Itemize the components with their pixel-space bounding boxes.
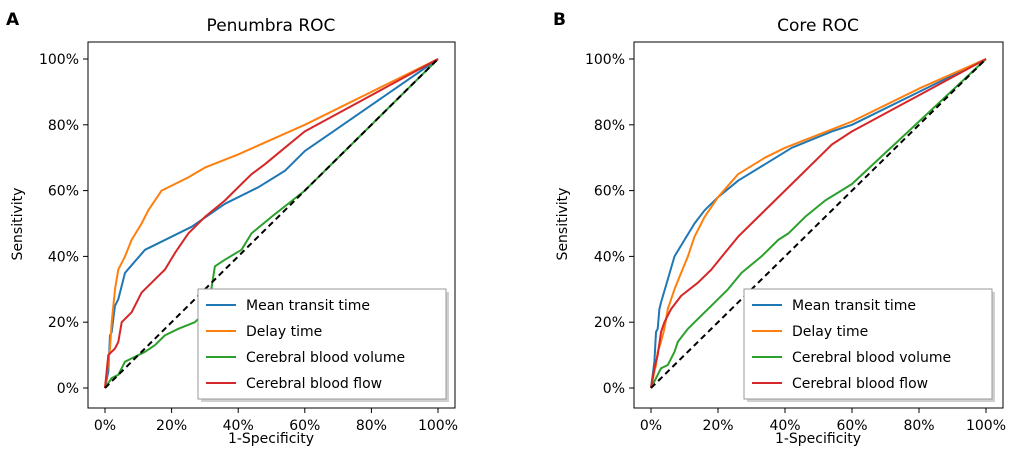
legend-entry: Mean transit time: [246, 298, 370, 314]
y-axis-label-core: Sensitivity: [555, 188, 571, 261]
legend-entry: Mean transit time: [792, 298, 916, 314]
x-tick-label: 80%: [356, 418, 387, 434]
x-tick-label: 20%: [702, 418, 733, 434]
panel-core: B Core ROC 0% 20% 40% 60% 80% 100% 0% 20% 40% 60%…: [553, 10, 1006, 447]
series-line-cerebral-blood-flow: [104, 58, 439, 389]
y-tick-label: 60%: [594, 184, 625, 200]
legend-entry: Cerebral blood volume: [792, 350, 951, 366]
legend-entry: Delay time: [246, 324, 322, 340]
series-line-cerebral-blood-volume: [104, 58, 439, 389]
legend-entry: Cerebral blood flow: [246, 376, 382, 392]
x-tick-label: 40%: [769, 418, 800, 434]
x-tick-label: 100%: [418, 418, 458, 434]
chart-title-core: Core ROC: [777, 16, 859, 36]
x-tick-label: 20%: [156, 418, 187, 434]
y-tick-label: 20%: [48, 315, 79, 331]
x-axis-label-penumbra: 1-Specificity: [228, 431, 314, 447]
legend-box: [743, 288, 993, 400]
x-tick-label: 0%: [640, 418, 662, 434]
panel-penumbra: A Penumbra ROC 0% 20% 40% 60% 80% 100% 0% 20% 40…: [6, 10, 458, 447]
x-tick-label: 80%: [903, 418, 934, 434]
panel-label-a: A: [6, 10, 20, 30]
y-tick-label: 80%: [48, 118, 79, 134]
chance-diagonal-line: [104, 58, 439, 389]
plot-area-core: 0% 20% 40% 60% 80% 100% 0% 20% 40% 60% 80% 100% Mean…: [585, 41, 1006, 434]
legend-box: [197, 288, 447, 400]
y-tick-label: 20%: [594, 315, 625, 331]
x-tick-label: 60%: [836, 418, 867, 434]
legend-entry: Cerebral blood flow: [792, 376, 928, 392]
legend-entry: Delay time: [792, 324, 868, 340]
series-line-cerebral-blood-flow: [650, 58, 987, 389]
y-tick-label: 0%: [57, 381, 79, 397]
y-tick-label: 80%: [594, 118, 625, 134]
y-axis-label-penumbra: Sensitivity: [10, 188, 26, 261]
x-axis-label-core: 1-Specificity: [775, 431, 861, 447]
series-line-delay-time: [104, 58, 439, 389]
y-tick-label: 60%: [48, 184, 79, 200]
x-tick-label: 100%: [966, 418, 1006, 434]
y-tick-label: 100%: [585, 52, 625, 68]
chart-title-penumbra: Penumbra ROC: [207, 16, 336, 36]
x-tick-label: 0%: [94, 418, 116, 434]
y-tick-label: 40%: [48, 249, 79, 265]
axes-frame: [87, 41, 456, 409]
y-tick-label: 100%: [39, 52, 79, 68]
series-line-mean-transit-time: [650, 58, 987, 389]
chance-diagonal-line: [650, 58, 987, 389]
plot-area-penumbra: 0% 20% 40% 60% 80% 100% 0% 20% 40% 60% 80% 100% Mean…: [39, 41, 458, 434]
y-tick-label: 0%: [603, 381, 625, 397]
series-line-cerebral-blood-volume: [650, 58, 987, 389]
x-tick-label: 40%: [223, 418, 254, 434]
legend-entry: Cerebral blood volume: [246, 350, 405, 366]
axes-frame: [633, 41, 1004, 409]
y-tick-label: 40%: [594, 249, 625, 265]
panel-label-b: B: [553, 10, 566, 30]
x-tick-label: 60%: [289, 418, 320, 434]
